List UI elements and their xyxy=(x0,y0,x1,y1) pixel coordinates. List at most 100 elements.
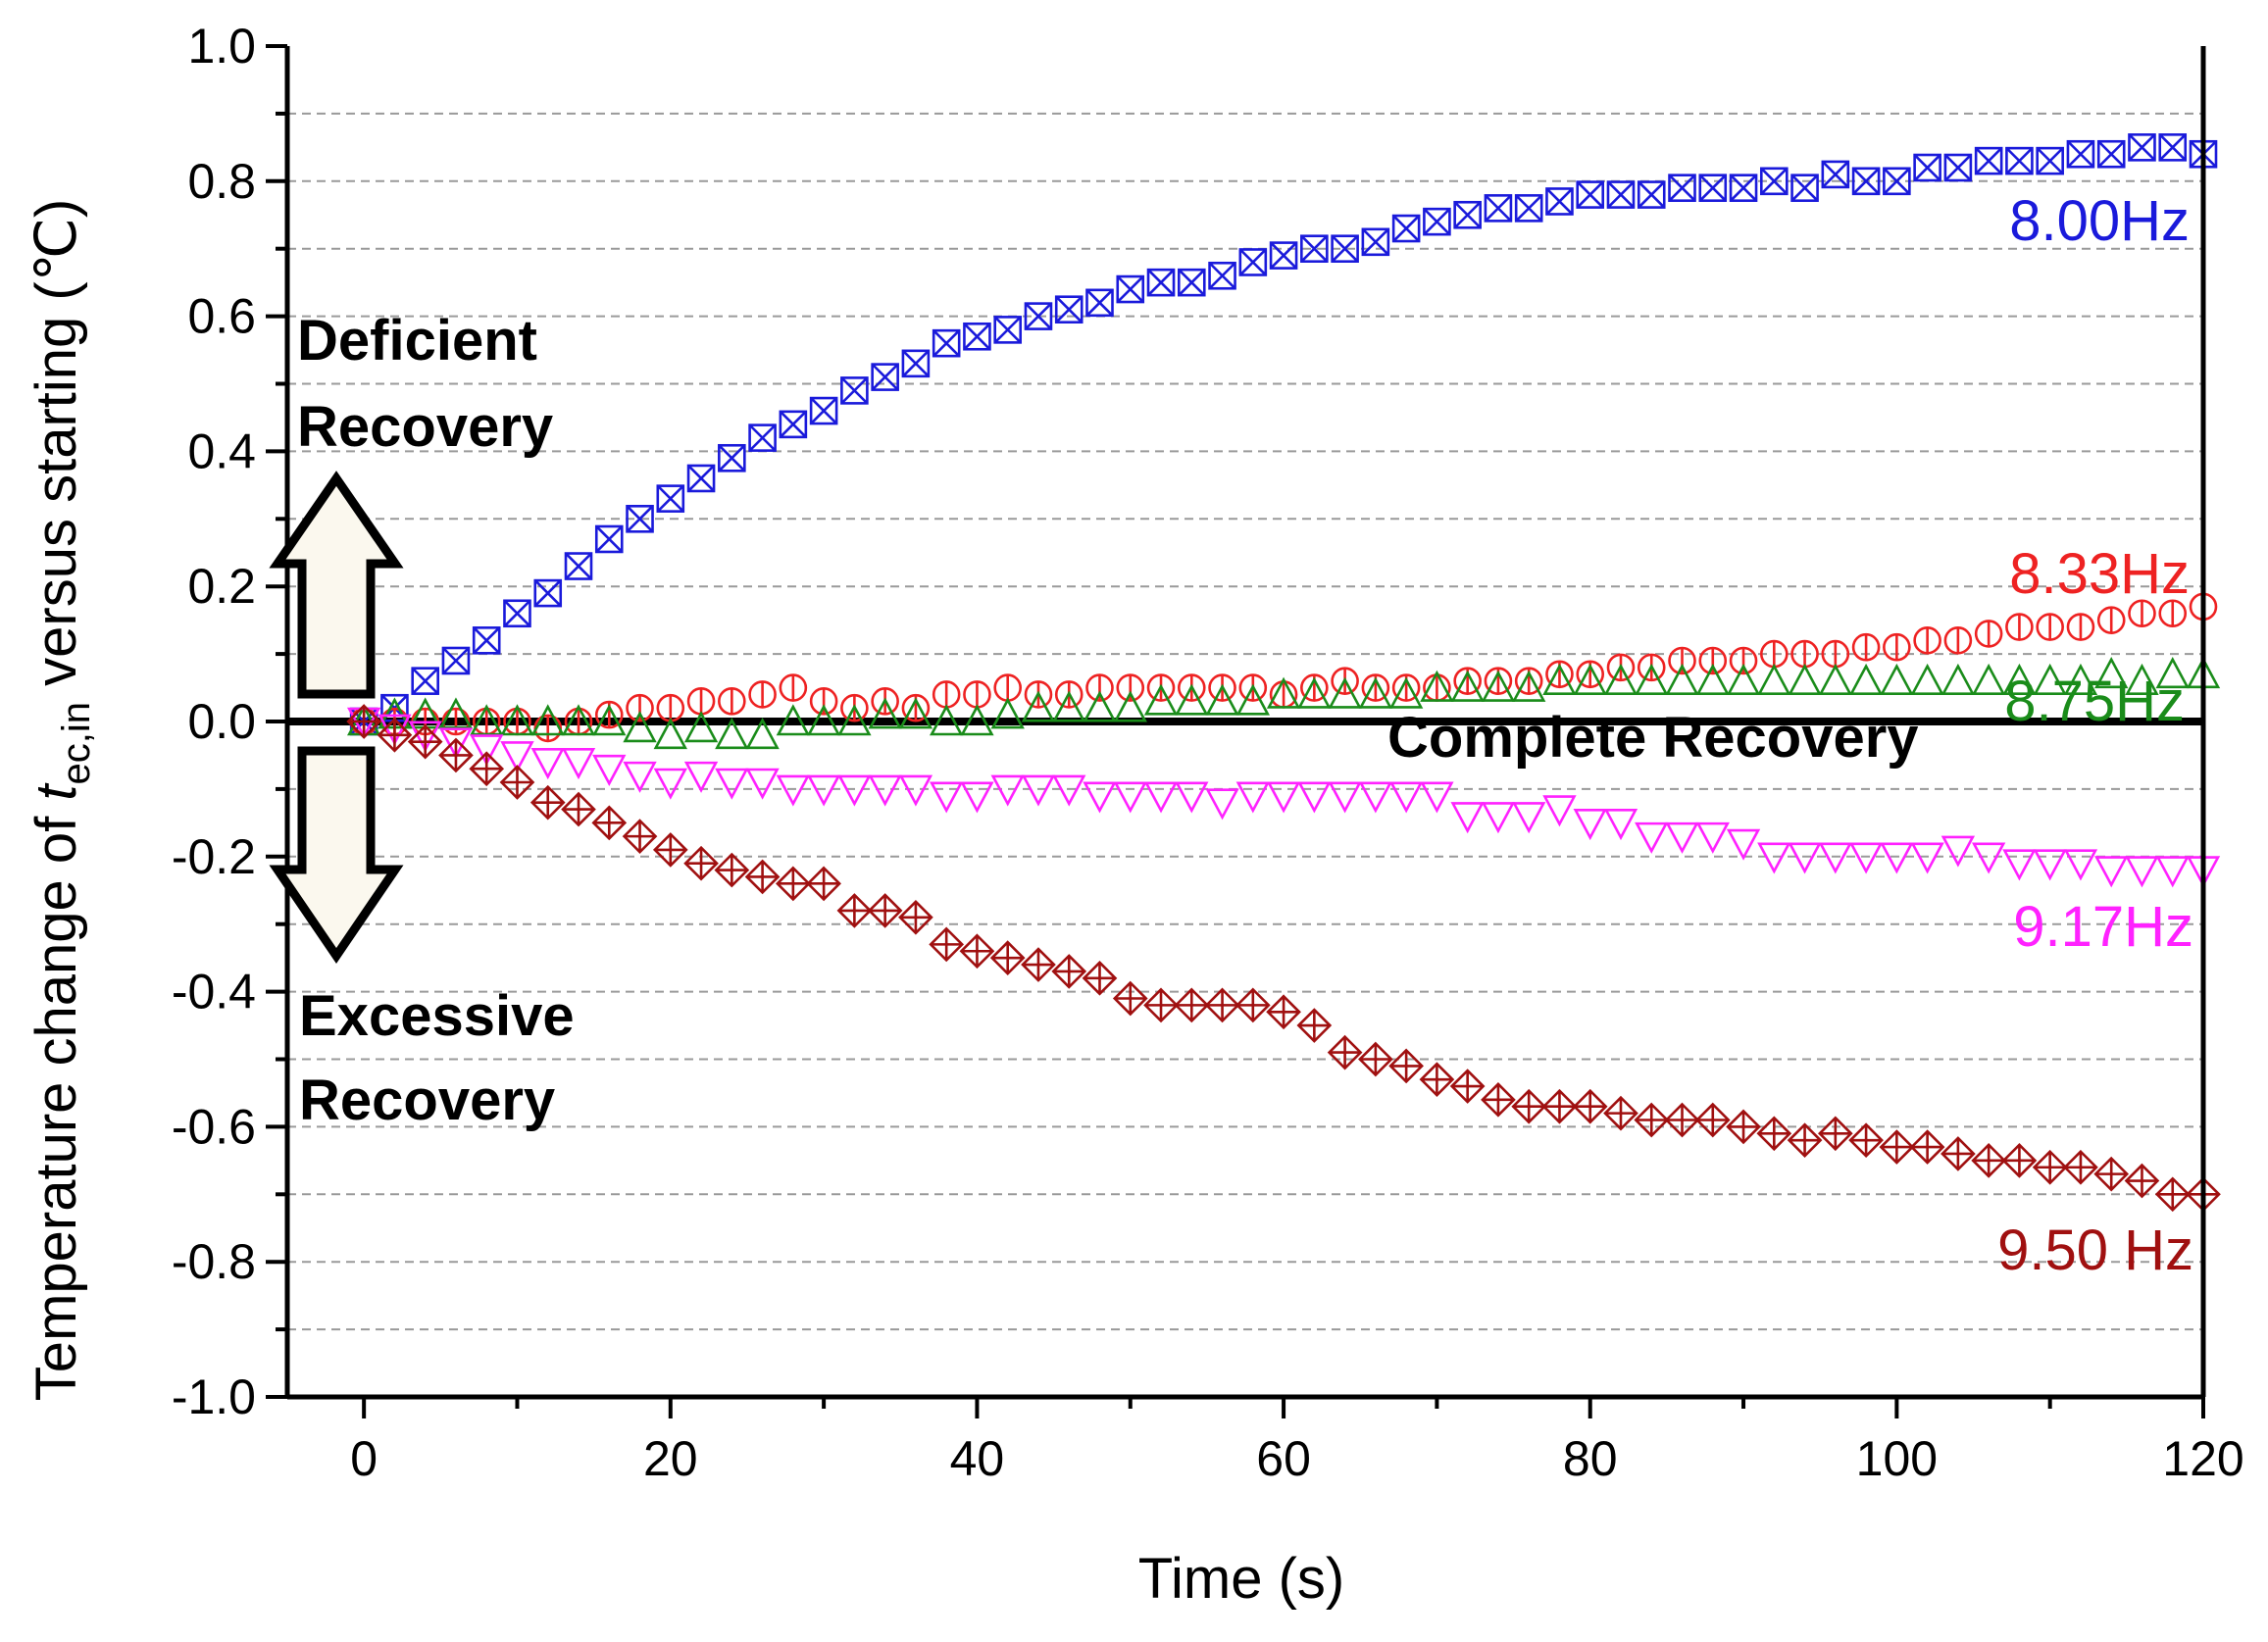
y-axis-title-main: Temperature change of xyxy=(25,801,88,1402)
data-point-8-00hz xyxy=(1668,174,1696,202)
data-point-8-33hz xyxy=(718,687,746,716)
data-point-8-00hz xyxy=(594,524,624,554)
data-point-8-33hz xyxy=(626,693,654,722)
data-point-9-17hz xyxy=(1266,781,1301,814)
data-point-8-00hz xyxy=(1974,146,2003,175)
data-point-9-50-hz xyxy=(2001,1143,2038,1178)
data-point-9-50-hz xyxy=(1694,1102,1731,1138)
up-arrow-icon xyxy=(269,471,404,699)
data-point-9-17hz xyxy=(745,768,780,800)
series-label-9-50hz: 9.50 Hz xyxy=(1997,1219,2193,1282)
series-9-17hz xyxy=(346,707,2221,888)
grid-layer xyxy=(287,112,2203,1331)
data-point-9-50-hz xyxy=(2154,1176,2191,1213)
data-point-8-00hz xyxy=(1698,174,1728,202)
data-point-8-75hz xyxy=(438,697,474,729)
data-point-8-75hz xyxy=(1880,663,1914,695)
series-label-8-75hz: 8.75Hz xyxy=(2004,670,2185,733)
data-point-9-17hz xyxy=(1328,781,1362,814)
data-point-8-75hz xyxy=(1388,676,1424,709)
data-point-9-50-hz xyxy=(959,933,995,970)
data-point-9-50-hz xyxy=(898,899,933,935)
x-tick-label: 0 xyxy=(350,1431,378,1486)
y-tick-label: -0.6 xyxy=(172,1099,256,1154)
data-point-8-75hz xyxy=(1665,663,1699,695)
data-point-9-17hz xyxy=(1113,781,1147,814)
annotation-deficient-line1: Deficient xyxy=(297,309,537,373)
data-point-8-00hz xyxy=(2036,146,2064,175)
data-point-8-00hz xyxy=(809,396,838,425)
data-point-8-00hz xyxy=(1606,180,1636,209)
x-tick-label: 40 xyxy=(950,1431,1005,1486)
data-point-8-00hz xyxy=(1361,227,1390,257)
data-point-9-50-hz xyxy=(1481,1082,1516,1118)
data-point-9-17hz xyxy=(1726,828,1761,861)
data-point-9-50-hz xyxy=(1021,947,1056,982)
arrow-layer xyxy=(269,471,404,964)
data-point-8-00hz xyxy=(1821,160,1850,189)
data-point-8-00hz xyxy=(1514,194,1543,223)
data-point-8-75hz xyxy=(2033,663,2067,695)
data-point-9-50-hz xyxy=(622,819,658,854)
data-point-9-17hz xyxy=(1542,795,1577,827)
data-point-8-33hz xyxy=(2096,606,2126,634)
data-point-9-50-hz xyxy=(1634,1102,1670,1138)
data-point-8-33hz xyxy=(1668,646,1696,675)
x-tick-label: 100 xyxy=(1856,1431,1938,1486)
data-point-9-17hz xyxy=(2125,856,2159,888)
data-point-9-50-hz xyxy=(529,784,566,821)
data-point-8-75hz xyxy=(1695,663,1730,695)
data-point-9-50-hz xyxy=(469,751,505,787)
data-point-9-17hz xyxy=(1880,842,1914,874)
y-tick-label: 0.8 xyxy=(187,154,256,209)
data-point-8-75hz xyxy=(561,704,596,736)
data-point-9-50-hz xyxy=(1327,1034,1363,1070)
data-point-9-50-hz xyxy=(377,717,413,753)
data-point-8-00hz xyxy=(1423,207,1451,236)
data-point-9-17hz xyxy=(1083,781,1117,814)
data-point-8-75hz xyxy=(1603,663,1638,695)
data-point-9-50-hz xyxy=(989,940,1026,975)
data-point-9-17hz xyxy=(1512,802,1546,834)
data-point-9-17hz xyxy=(1021,774,1056,807)
y-tick-label: -0.2 xyxy=(172,829,256,884)
data-point-9-50-hz xyxy=(652,832,688,868)
data-point-9-50-hz xyxy=(1204,987,1240,1023)
data-point-8-00hz xyxy=(748,423,777,452)
data-point-8-00hz xyxy=(2066,139,2095,169)
data-point-8-00hz xyxy=(1484,194,1513,223)
annotation-excessive-line2: Recovery xyxy=(299,1069,555,1132)
data-point-8-75hz xyxy=(960,704,994,736)
x-tick-label: 80 xyxy=(1563,1431,1618,1486)
data-point-8-33hz xyxy=(1116,673,1145,702)
y-tick-label: 0.6 xyxy=(187,289,256,344)
data-point-8-00hz xyxy=(963,322,991,351)
data-point-9-17hz xyxy=(561,748,596,780)
y-tick-label: 0.0 xyxy=(187,694,256,749)
annotation-excessive-line1: Excessive xyxy=(299,984,575,1048)
y-axis-title-var: t xyxy=(25,782,88,801)
data-point-9-50-hz xyxy=(683,845,719,881)
data-point-8-75hz xyxy=(1848,663,1884,695)
data-point-9-17hz xyxy=(837,774,872,807)
data-point-9-50-hz xyxy=(561,791,596,827)
data-point-9-17hz xyxy=(2033,849,2067,881)
data-point-9-50-hz xyxy=(836,893,873,928)
data-point-9-17hz xyxy=(1450,802,1485,834)
data-point-8-75hz xyxy=(2155,657,2190,689)
data-point-8-75hz xyxy=(1266,676,1301,709)
data-point-8-75hz xyxy=(1175,683,1209,716)
data-point-9-50-hz xyxy=(2032,1149,2068,1185)
data-point-9-50-hz xyxy=(1358,1041,1393,1077)
data-point-8-33hz xyxy=(2128,599,2156,628)
annotation-deficient-line2: Recovery xyxy=(297,395,553,459)
data-point-9-50-hz xyxy=(1940,1136,1976,1171)
data-point-8-00hz xyxy=(871,363,899,391)
data-point-8-75hz xyxy=(1635,663,1669,695)
data-point-9-17hz xyxy=(1788,842,1822,874)
data-point-8-33hz xyxy=(1729,646,1758,675)
data-point-8-75hz xyxy=(1052,690,1086,722)
data-point-9-17hz xyxy=(1420,781,1454,814)
data-point-9-50-hz xyxy=(1756,1116,1792,1152)
